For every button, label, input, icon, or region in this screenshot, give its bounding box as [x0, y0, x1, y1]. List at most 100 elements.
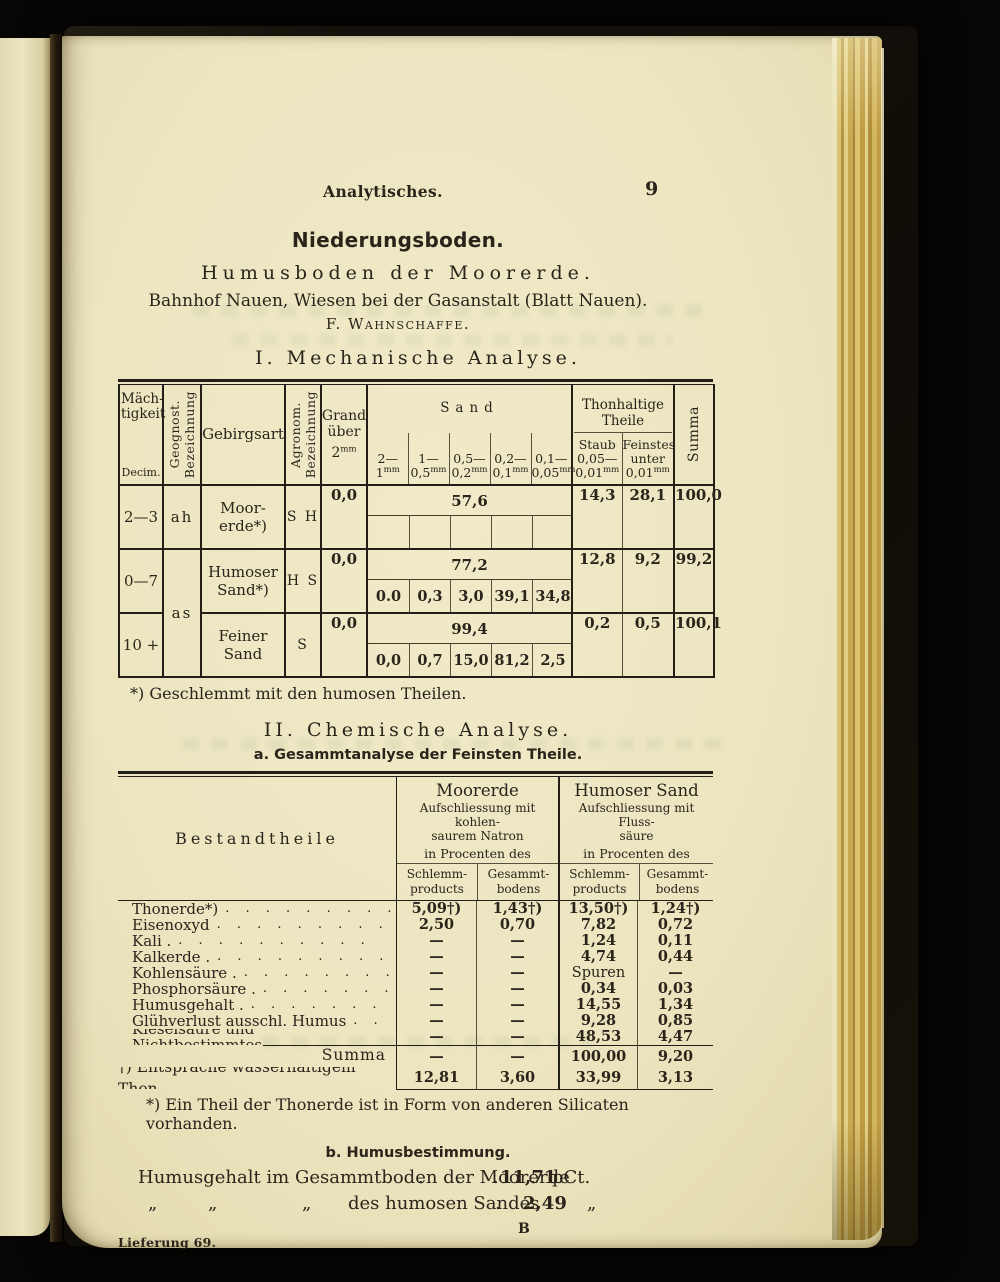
- col-group-thonhaltige: Thonhaltige Theile: [572, 384, 676, 433]
- humus-line2-unit: „: [587, 1193, 597, 1215]
- row-label: Kalkerde .. . . . . . . . .: [132, 949, 390, 966]
- sand-sub-value: 81,2: [491, 644, 532, 676]
- subcol-gesammt: Gesammt-bodens: [477, 864, 559, 901]
- mechanical-table-wrapper: Mäch- tigkeit Decim. Geognost. Bezeichnu…: [118, 379, 722, 678]
- col-header-gebirgsart: Gebirgsart: [201, 384, 286, 485]
- humoser-procent-line: in Procenten des: [583, 846, 690, 862]
- page-subtitle: Humusboden der Moorerde.: [201, 262, 595, 284]
- value-cell: —: [476, 981, 558, 998]
- humus-line1-text: Humusgehalt im Gesammtboden der Moorerde: [138, 1167, 570, 1189]
- cell-maechtigkeit: 2—3: [119, 484, 164, 549]
- facing-page-edge: [0, 38, 50, 1236]
- running-header: Analytisches.: [323, 182, 443, 201]
- mechanical-footnote: *) Geschlemmt mit den humosen Theilen.: [130, 684, 467, 703]
- value-cell: —: [476, 1029, 558, 1046]
- moorerde-method-line2: saurem Natron: [431, 828, 524, 843]
- value-cell: —: [396, 981, 476, 998]
- col-header-summa: Summa: [674, 385, 714, 486]
- row-label: Humusgehalt .. . . . . . . .: [132, 997, 392, 1014]
- ditto-mark: „: [148, 1193, 158, 1215]
- sand-sub-value: 0,3: [409, 580, 450, 612]
- author-line: F. Wahnschaffe.: [325, 315, 471, 333]
- value-cell: 7,82: [558, 917, 637, 934]
- cell-summa: 100,0: [674, 484, 722, 549]
- humus-line2-value: 2,49: [523, 1193, 567, 1215]
- table-row: 10 + Feiner Sand S 0,0 99,4 0,0 0,7 15,0 81,…: [119, 612, 722, 677]
- value-cell: 4,74: [558, 949, 637, 966]
- sand-subcol-1: 2— 1mm: [367, 433, 409, 486]
- moorerde-method-line1: Aufschliessung mit kohlen-: [419, 801, 536, 829]
- sand-subcol-3: 0,5— 0,2mm: [449, 433, 491, 486]
- grand-line2: über: [327, 423, 361, 440]
- section-subheading-a: a. Gesammtanalyse der Feinsten Theile.: [253, 747, 583, 763]
- thon-line2: Theile: [601, 412, 645, 429]
- cell-staub: 0,2: [572, 612, 623, 677]
- value-cell: —: [396, 965, 476, 982]
- value-cell: 13,50†): [558, 901, 637, 918]
- dagger-row-value: 33,99: [558, 1067, 637, 1091]
- value-cell: —: [396, 933, 476, 950]
- value-cell: 1,43†): [476, 901, 558, 918]
- cell-feinstes: 0,5: [622, 612, 676, 677]
- value-cell: 0,72: [637, 917, 713, 934]
- mechanical-analysis-table: Mäch- tigkeit Decim. Geognost. Bezeichnu…: [118, 384, 722, 678]
- cell-sand-group: 99,4 0,0 0,7 15,0 81,2 2,5: [367, 612, 574, 677]
- section-heading-chemical: II. Chemische Analyse.: [263, 719, 573, 741]
- cell-agronom: S H: [285, 484, 322, 549]
- value-cell: —: [476, 949, 558, 966]
- table-row: 2—3 ah Moor-erde*) S H 0,0 57,6: [119, 484, 722, 549]
- cell-gebirgsart: Moor-erde*): [201, 484, 286, 549]
- cell-staub: 12,8: [572, 548, 623, 613]
- row-label: Kali .. . . . . . . . . .: [132, 933, 371, 950]
- thon-line1: Thonhaltige: [582, 396, 664, 413]
- row-label: Glühverlust ausschl. Humus. . . .: [132, 1013, 392, 1030]
- cell-staub: 14,3: [572, 484, 623, 549]
- col-group-sand: Sand: [367, 384, 574, 433]
- humoser-method-line1: Aufschliessung mit Fluss-: [578, 801, 695, 829]
- value-cell: —: [637, 965, 713, 982]
- grand-line1: Grand: [321, 407, 367, 424]
- cell-geognost: ah: [163, 484, 202, 549]
- row-label: Eisenoxyd. . . . . . . . . .: [132, 917, 392, 934]
- row-label: Kieselsäure und Nichtbestimmtes.: [132, 1029, 263, 1046]
- moorerde-title: Moorerde: [436, 781, 519, 800]
- cell-maechtigkeit: 0—7: [119, 548, 164, 613]
- dot-leader: .: [495, 1193, 501, 1215]
- cell-grand: 0,0: [321, 484, 368, 549]
- chemical-analysis-table: Bestandtheile Moorerde Aufschliessung mi…: [118, 776, 713, 1091]
- cell-feinstes: 9,2: [622, 548, 676, 613]
- value-cell: —: [476, 997, 558, 1014]
- value-cell: 14,55: [558, 997, 637, 1014]
- value-cell: 0,70: [476, 917, 558, 934]
- dagger-footnote-row-label: †) Entspräche wasserhaltigem Thon: [118, 1067, 356, 1090]
- summa-value: 100,00: [558, 1045, 637, 1068]
- humus-line2-text: des humosen Sandes: [348, 1193, 540, 1215]
- row-label: Thonerde*). . . . . . . . . .: [132, 901, 392, 918]
- value-cell: 5,09†): [396, 901, 476, 918]
- col-header-geognost: Geognost. Bezeichnung: [163, 384, 202, 485]
- cell-geognost: as: [163, 548, 202, 677]
- value-cell: —: [476, 1013, 558, 1030]
- sand-total: 99,4: [368, 614, 572, 644]
- sand-subcol-5: 0,1— 0,05mm: [531, 433, 575, 486]
- moorerde-procent-line: in Procenten des: [424, 846, 531, 862]
- value-cell: —: [476, 933, 558, 950]
- value-cell: —: [396, 1029, 476, 1046]
- col-header-agronom: Agronom. Bezeichnung: [285, 384, 322, 485]
- cell-gebirgsart: Feiner Sand: [201, 612, 286, 677]
- row-label: Kohlensäure .. . . . . . . . .: [132, 965, 392, 982]
- location-line: Bahnhof Nauen, Wiesen bei der Gasanstalt…: [148, 291, 648, 311]
- agronom-line1: Agronom.: [288, 401, 304, 468]
- maechtigkeit-unit: Decim.: [121, 465, 161, 479]
- value-cell: 0,03: [637, 981, 713, 998]
- sand-sub-value: 34,8: [532, 580, 573, 612]
- cell-summa: 100,1: [674, 612, 722, 677]
- value-cell: 1,24†): [637, 901, 713, 918]
- summa-value: 9,20: [637, 1045, 713, 1068]
- col-group-moorerde: Moorerde Aufschliessung mit kohlen- saur…: [396, 777, 559, 902]
- dagger-row-value: 12,81: [396, 1067, 476, 1091]
- footer-lieferung: Lieferung 69.: [118, 1235, 217, 1251]
- col-header-bestandtheile: Bestandtheile: [118, 777, 396, 902]
- cell-sand-group: 57,6: [367, 484, 574, 549]
- value-cell: —: [476, 965, 558, 982]
